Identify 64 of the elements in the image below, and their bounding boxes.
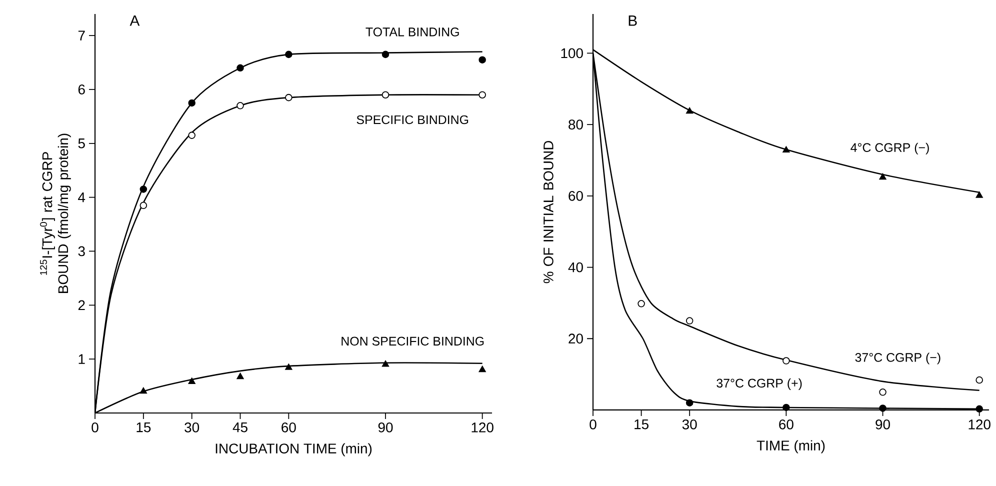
chart-title: B <box>628 15 637 26</box>
annotation: 37°C CGRP (+) <box>716 378 802 390</box>
y-tick-label: 5 <box>78 138 85 148</box>
y-tick-label: 100 <box>561 48 583 58</box>
point <box>879 388 886 396</box>
x-tick-label: 15 <box>136 422 151 432</box>
x-tick-label: 0 <box>92 422 98 432</box>
point <box>382 50 390 58</box>
y-tick-label: 1 <box>78 354 85 364</box>
x-tick-label: 30 <box>682 419 697 430</box>
y-tick-label: 3 <box>78 246 85 256</box>
x-axis-title: TIME (min) <box>756 440 825 454</box>
annotation: TOTAL BINDING <box>366 28 459 36</box>
x-tick-label: 120 <box>472 422 494 432</box>
point <box>285 50 292 58</box>
point <box>478 91 486 99</box>
x-tick-label: 30 <box>184 422 200 432</box>
x-tick-label: 45 <box>232 422 248 432</box>
point <box>188 99 196 107</box>
annotation: 37°C CGRP (−) <box>855 352 940 364</box>
point <box>285 94 292 102</box>
x-axis-title: INCUBATION TIME (min) <box>216 443 372 456</box>
y-tick-label: 7 <box>78 30 85 40</box>
point <box>188 132 196 139</box>
annotation: SPECIFIC BINDING <box>356 115 468 124</box>
y-tick-label: 80 <box>568 120 583 130</box>
point <box>686 317 694 324</box>
point <box>236 102 244 110</box>
y-tick-label: 6 <box>78 84 85 94</box>
point <box>782 146 790 153</box>
y-tick-label: 40 <box>568 262 583 272</box>
point <box>236 372 244 380</box>
point <box>782 404 790 412</box>
point <box>140 387 147 394</box>
point <box>188 378 196 384</box>
x-tick-label: 90 <box>378 422 393 432</box>
x-tick-label: 0 <box>590 419 596 430</box>
point <box>382 360 390 367</box>
point <box>638 300 645 308</box>
annotation: NON SPECIFIC BINDING <box>342 336 484 346</box>
point <box>140 186 148 193</box>
x-tick-label: 90 <box>876 419 890 430</box>
point <box>140 202 148 210</box>
point <box>478 366 486 372</box>
y-tick-label: 4 <box>78 192 86 202</box>
point <box>236 64 244 72</box>
annotation: 4°C CGRP (−) <box>850 142 929 154</box>
y-tick-label: 2 <box>78 300 85 310</box>
point <box>879 173 886 180</box>
point <box>686 107 694 114</box>
x-tick-label: 15 <box>634 420 648 430</box>
x-tick-label: 60 <box>282 422 296 432</box>
point <box>879 404 886 412</box>
point <box>382 91 390 99</box>
y-tick-label: 60 <box>568 190 583 201</box>
y-axis-title: % OF INITIAL BOUND <box>543 140 554 284</box>
point <box>285 364 292 370</box>
chart-title: A <box>130 16 140 26</box>
y-tick-label: 20 <box>568 334 583 344</box>
x-tick-label: 60 <box>779 419 794 430</box>
x-tick-label: 120 <box>968 419 990 430</box>
point <box>686 399 694 406</box>
point <box>478 56 486 64</box>
point <box>782 357 790 364</box>
